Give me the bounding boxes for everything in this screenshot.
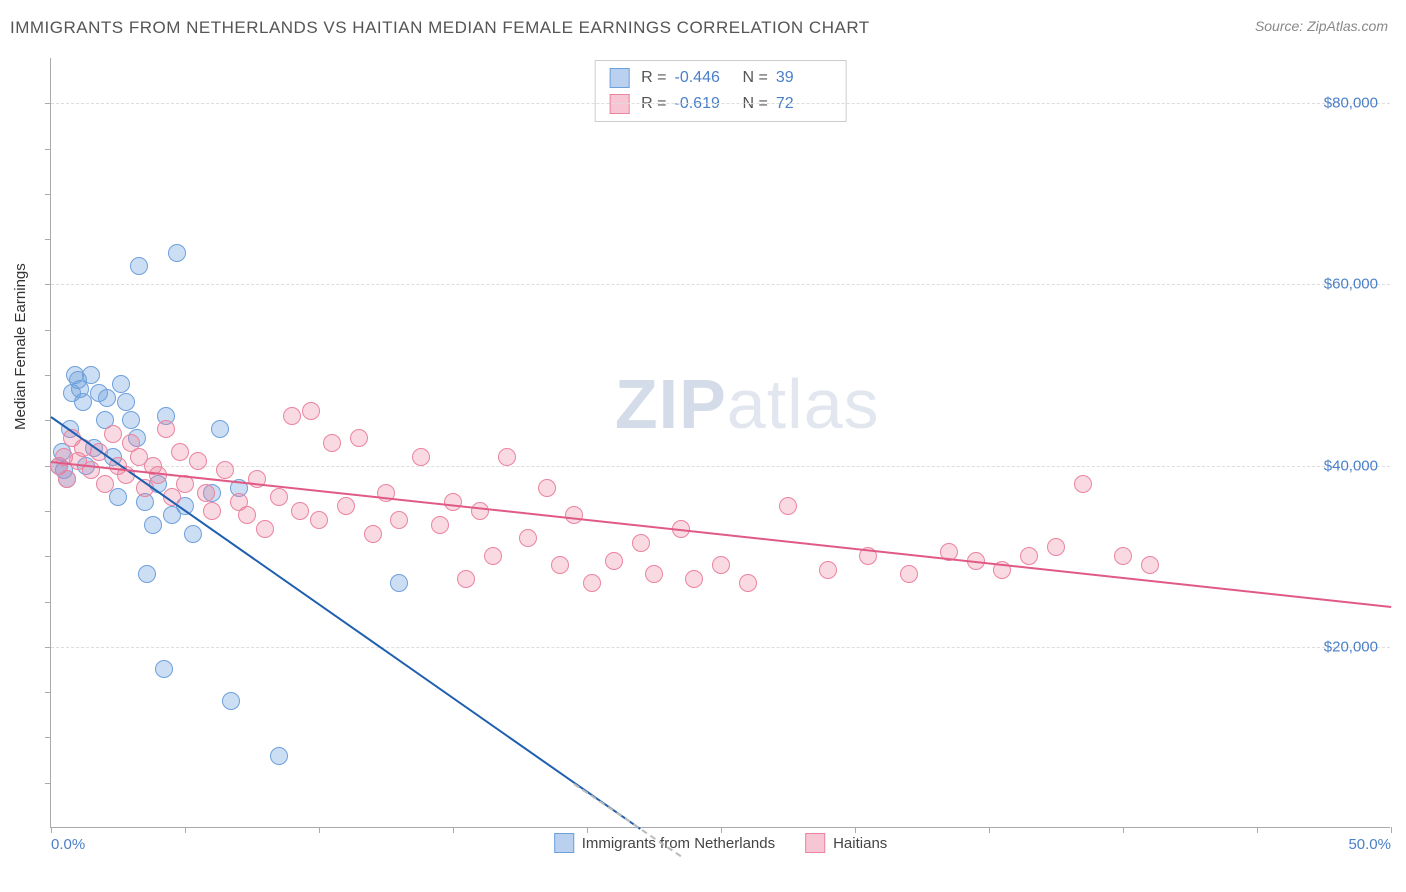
scatter-point (256, 520, 274, 538)
legend-stats-box: R = -0.446 N = 39 R = -0.619 N = 72 (594, 60, 847, 122)
scatter-point (538, 479, 556, 497)
scatter-point (779, 497, 797, 515)
trend-line (51, 461, 1391, 608)
scatter-point (109, 488, 127, 506)
watermark: ZIPatlas (615, 364, 880, 444)
scatter-point (390, 511, 408, 529)
gridline (51, 284, 1390, 285)
scatter-point (216, 461, 234, 479)
chart-container: IMMIGRANTS FROM NETHERLANDS VS HAITIAN M… (0, 0, 1406, 892)
scatter-point (632, 534, 650, 552)
scatter-point (739, 574, 757, 592)
gridline (51, 647, 1390, 648)
scatter-point (238, 506, 256, 524)
scatter-point (302, 402, 320, 420)
scatter-point (58, 470, 76, 488)
scatter-point (712, 556, 730, 574)
scatter-point (337, 497, 355, 515)
scatter-point (519, 529, 537, 547)
scatter-point (270, 747, 288, 765)
scatter-point (117, 393, 135, 411)
scatter-point (1020, 547, 1038, 565)
scatter-point (498, 448, 516, 466)
scatter-point (203, 502, 221, 520)
scatter-point (471, 502, 489, 520)
scatter-point (819, 561, 837, 579)
chart-title: IMMIGRANTS FROM NETHERLANDS VS HAITIAN M… (10, 18, 870, 38)
scatter-point (1047, 538, 1065, 556)
scatter-point (171, 443, 189, 461)
swatch-haitians-bottom (805, 833, 825, 853)
scatter-point (605, 552, 623, 570)
ytick-label: $60,000 (1324, 276, 1378, 293)
scatter-point (645, 565, 663, 583)
scatter-point (1074, 475, 1092, 493)
scatter-point (130, 257, 148, 275)
scatter-point (1114, 547, 1132, 565)
scatter-point (197, 484, 215, 502)
scatter-point (364, 525, 382, 543)
ytick-label: $20,000 (1324, 638, 1378, 655)
gridline (51, 103, 1390, 104)
scatter-point (551, 556, 569, 574)
scatter-point (184, 525, 202, 543)
scatter-point (583, 574, 601, 592)
scatter-point (283, 407, 301, 425)
scatter-point (484, 547, 502, 565)
scatter-point (565, 506, 583, 524)
source-label: Source: ZipAtlas.com (1255, 18, 1388, 34)
scatter-point (138, 565, 156, 583)
scatter-point (310, 511, 328, 529)
scatter-point (82, 366, 100, 384)
scatter-point (168, 244, 186, 262)
scatter-point (270, 488, 288, 506)
scatter-point (350, 429, 368, 447)
plot-area: ZIPatlas R = -0.446 N = 39 R = -0.619 N … (50, 58, 1390, 828)
bottom-legend: Immigrants from Netherlands Haitians (554, 833, 888, 853)
gridline (51, 466, 1390, 467)
legend-stats-row-0: R = -0.446 N = 39 (609, 65, 832, 91)
scatter-point (98, 389, 116, 407)
scatter-point (291, 502, 309, 520)
scatter-point (900, 565, 918, 583)
y-axis-label: Median Female Earnings (12, 263, 29, 430)
scatter-point (323, 434, 341, 452)
scatter-point (122, 411, 140, 429)
xtick-label: 50.0% (1348, 836, 1391, 853)
scatter-point (390, 574, 408, 592)
ytick-label: $80,000 (1324, 95, 1378, 112)
scatter-point (74, 393, 92, 411)
scatter-point (685, 570, 703, 588)
scatter-point (211, 420, 229, 438)
scatter-point (96, 475, 114, 493)
scatter-point (412, 448, 430, 466)
scatter-point (144, 516, 162, 534)
legend-item-haitians: Haitians (805, 833, 887, 853)
trend-line (50, 416, 641, 830)
scatter-point (112, 375, 130, 393)
ytick-label: $40,000 (1324, 457, 1378, 474)
swatch-netherlands (609, 68, 629, 88)
scatter-point (104, 425, 122, 443)
scatter-point (189, 452, 207, 470)
scatter-point (444, 493, 462, 511)
scatter-point (222, 692, 240, 710)
scatter-point (157, 420, 175, 438)
scatter-point (155, 660, 173, 678)
swatch-netherlands-bottom (554, 833, 574, 853)
scatter-point (431, 516, 449, 534)
scatter-point (1141, 556, 1159, 574)
scatter-point (457, 570, 475, 588)
xtick-label: 0.0% (51, 836, 85, 853)
